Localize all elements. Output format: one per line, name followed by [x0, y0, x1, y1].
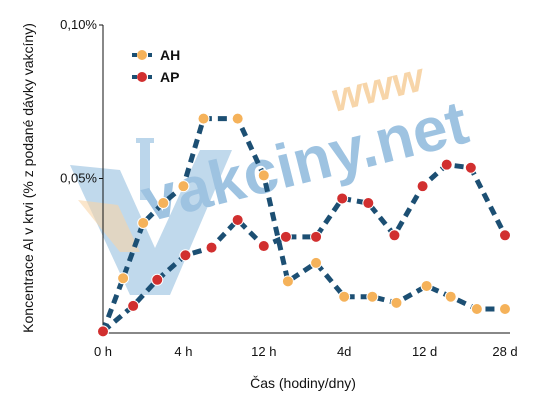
data-point-ap — [416, 180, 429, 193]
data-point-ah — [137, 217, 150, 230]
x-tick-label: 0 h — [94, 344, 112, 359]
y-tick-label: 0,10% — [60, 17, 97, 32]
data-point-ah — [257, 169, 270, 182]
x-axis-title: Čas (hodiny/dny) — [250, 375, 356, 391]
watermark-v-shape — [70, 150, 232, 295]
data-point-ap — [440, 158, 453, 171]
x-tick-label: 12 d — [412, 344, 437, 359]
data-point-ap — [205, 241, 218, 254]
data-point-ah — [470, 302, 483, 315]
data-point-ah — [281, 275, 294, 288]
y-tick-label: 0,05% — [60, 171, 97, 186]
data-point-ap — [179, 249, 192, 262]
x-tick-label: 28 d — [492, 344, 517, 359]
data-point-ap — [151, 273, 164, 286]
data-point-ah — [390, 296, 403, 309]
syringe-icon — [136, 138, 154, 200]
data-point-ap — [97, 325, 109, 338]
data-point-ah — [117, 272, 130, 285]
y-axis-title: Koncentrace Al v krvi (% z podané dávky … — [20, 23, 36, 333]
legend-label-ap: AP — [160, 69, 179, 85]
watermark-text: vakciny.net — [135, 88, 475, 236]
data-point-ah — [157, 197, 170, 210]
series-line-ah — [100, 116, 505, 333]
legend-marker-ap — [137, 72, 147, 82]
y-ticks: 0,10% 0,05% — [60, 17, 103, 186]
data-point-ap — [362, 197, 375, 210]
x-tick-label: 4d — [337, 344, 351, 359]
data-point-ap — [310, 230, 323, 243]
series-layer — [97, 112, 511, 338]
x-tick-label: 12 h — [251, 344, 276, 359]
data-point-ap — [499, 229, 511, 242]
data-point-ah — [177, 180, 190, 193]
data-point-ap — [279, 230, 292, 243]
data-point-ap — [127, 299, 140, 312]
legend-marker-ah — [137, 50, 147, 60]
data-point-ah — [197, 112, 210, 125]
watermark-v-shadow — [78, 200, 140, 252]
legend-label-ah: AH — [160, 47, 180, 63]
data-point-ap — [464, 161, 477, 174]
data-point-ah — [338, 290, 351, 303]
series-line-ap — [101, 162, 508, 334]
data-point-ap — [257, 240, 270, 253]
x-tick-label: 4 h — [174, 344, 192, 359]
legend: AH AP — [132, 47, 180, 85]
data-point-ah — [444, 290, 457, 303]
data-point-ap — [336, 192, 349, 205]
data-point-ap — [231, 213, 244, 226]
x-ticks: 0 h 4 h 12 h 4d 12 d 28 d — [94, 344, 518, 359]
series-ap — [97, 158, 511, 338]
data-point-ah — [499, 302, 511, 315]
data-point-ap — [388, 229, 401, 242]
data-point-ah — [310, 256, 323, 269]
data-point-ah — [420, 279, 433, 292]
data-point-ah — [231, 112, 244, 125]
data-point-ah — [366, 290, 379, 303]
